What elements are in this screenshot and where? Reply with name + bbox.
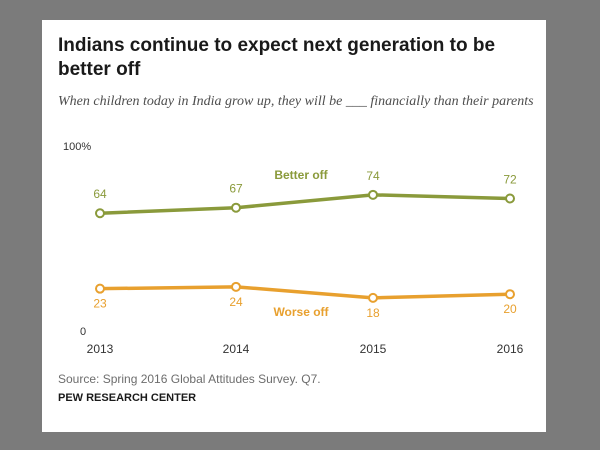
data-point-worse-off-2015 — [368, 292, 378, 303]
data-point-better-off-2015 — [368, 189, 378, 200]
data-point-better-off-2013 — [95, 208, 105, 219]
data-label-worse-off-2016: 20 — [503, 302, 517, 316]
series-name-worse-off: Worse off — [273, 305, 329, 319]
x-tick-label-2016: 2016 — [497, 342, 524, 356]
chart-subtitle: When children today in India grow up, th… — [58, 94, 534, 109]
data-label-better-off-2015: 74 — [366, 169, 380, 183]
data-label-worse-off-2014: 24 — [229, 295, 243, 309]
data-label-worse-off-2015: 18 — [366, 306, 380, 320]
series-name-better-off: Better off — [274, 168, 328, 182]
chart-title: Indians continue to expect next generati… — [58, 35, 496, 80]
data-point-worse-off-2016 — [505, 289, 515, 300]
x-tick-label-2013: 2013 — [87, 342, 114, 356]
chart-card: Indians continue to expect next generati… — [42, 20, 546, 432]
series-line-better-off — [98, 193, 512, 215]
org-credit: PEW RESEARCH CENTER — [58, 392, 197, 404]
series-line-worse-off — [98, 285, 512, 300]
data-point-worse-off-2013 — [95, 283, 105, 294]
data-point-better-off-2016 — [505, 193, 515, 204]
data-point-worse-off-2014 — [231, 281, 241, 292]
y-tick-label-top: 100% — [63, 141, 91, 153]
source-note: Source: Spring 2016 Global Attitudes Sur… — [58, 372, 321, 386]
y-tick-label-bottom: 0 — [80, 326, 86, 338]
data-label-worse-off-2013: 23 — [93, 297, 107, 311]
data-label-better-off-2013: 64 — [93, 187, 107, 201]
x-tick-label-2014: 2014 — [223, 342, 250, 356]
data-label-better-off-2016: 72 — [503, 173, 517, 187]
x-tick-label-2015: 2015 — [360, 342, 387, 356]
data-point-better-off-2014 — [231, 202, 241, 213]
data-label-better-off-2014: 67 — [229, 182, 243, 196]
